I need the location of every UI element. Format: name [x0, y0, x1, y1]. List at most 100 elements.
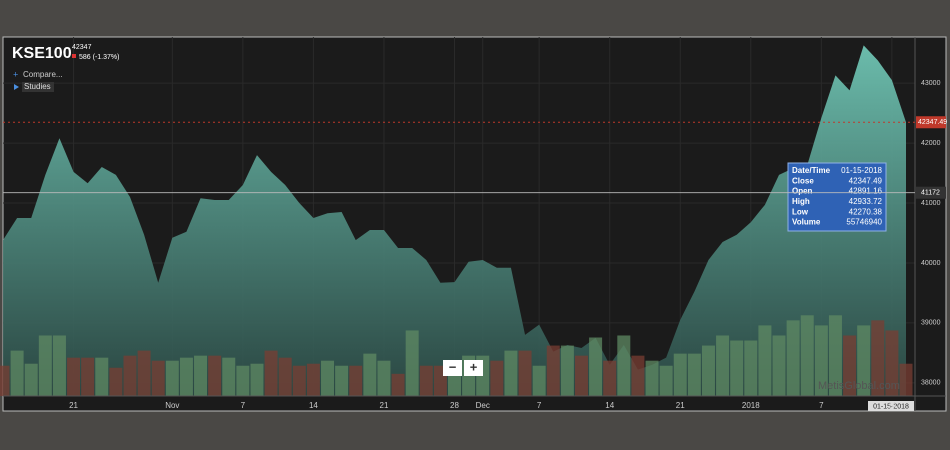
- studies-icon[interactable]: [14, 84, 19, 90]
- studies-button[interactable]: Studies: [24, 82, 51, 91]
- volume-bar: [151, 360, 165, 396]
- tooltip-value: 42270.38: [849, 207, 883, 216]
- tooltip: Date/Time 01-15-2018 Close 42347.49 Open 4289…: [787, 162, 887, 232]
- volume-bar: [828, 315, 842, 396]
- volume-bar: [377, 360, 391, 396]
- change-icon: [72, 54, 76, 58]
- date-tag: 01-15-2018: [873, 403, 909, 410]
- volume-bar: [589, 337, 603, 396]
- volume-bar: [165, 360, 179, 396]
- tooltip-label: High: [792, 197, 810, 206]
- volume-bar: [490, 360, 504, 396]
- volume-bar: [716, 335, 730, 396]
- volume-bar: [659, 365, 673, 396]
- x-tick-label: 14: [605, 401, 614, 410]
- volume-bar: [518, 350, 532, 396]
- zoom-out-label[interactable]: −: [449, 359, 457, 374]
- zoom-out-button[interactable]: [443, 360, 462, 376]
- tooltip-label: Close: [792, 176, 814, 185]
- volume-bar: [603, 360, 617, 396]
- x-tick-label: 7: [819, 401, 824, 410]
- volume-bar: [137, 350, 151, 396]
- x-tick-label: 2018: [742, 401, 760, 410]
- volume-bar: [786, 320, 800, 396]
- volume-bar: [546, 345, 560, 396]
- crosshair-tag: 41172: [921, 190, 940, 197]
- compare-icon[interactable]: +: [13, 69, 18, 79]
- y-tick-label: 40000: [921, 260, 941, 267]
- volume-bar: [363, 353, 377, 396]
- tooltip-label: Open: [792, 187, 813, 196]
- volume-bar: [236, 365, 250, 396]
- zoom-in-button[interactable]: [464, 360, 483, 376]
- zoom-in-label[interactable]: +: [470, 359, 478, 374]
- x-tick-label: 28: [450, 401, 459, 410]
- volume-bar: [701, 345, 715, 396]
- tooltip-value: 42347.49: [849, 176, 883, 185]
- volume-bar: [744, 340, 758, 396]
- tooltip-value: 01-15-2018: [841, 166, 882, 175]
- volume-bar: [24, 363, 38, 396]
- volume-bar: [419, 365, 433, 396]
- volume-bar: [81, 357, 95, 396]
- tooltip-value: 42933.72: [849, 197, 883, 206]
- y-tick-label: 39000: [921, 320, 941, 327]
- volume-bar: [800, 315, 814, 396]
- last-price-tag-bg: [916, 116, 946, 129]
- volume-bar: [405, 330, 419, 396]
- compare-button[interactable]: Compare...: [23, 70, 63, 79]
- tooltip-label: Date/Time: [792, 166, 831, 175]
- volume-bar: [306, 363, 320, 396]
- y-tick-label: 38000: [921, 380, 941, 387]
- tooltip-box: [787, 162, 887, 232]
- x-tick-label: 14: [887, 401, 896, 410]
- volume-bar: [885, 330, 899, 396]
- volume-bar: [95, 357, 109, 396]
- volume-bar: [391, 373, 405, 396]
- volume-bar: [52, 335, 66, 396]
- date-tag-bg: [868, 401, 914, 411]
- studies-bg[interactable]: [22, 82, 54, 92]
- price-change: 586 (-1.37%): [79, 54, 119, 61]
- volume-bar: [38, 335, 52, 396]
- price-area: [3, 45, 906, 396]
- plot-area: [0, 37, 915, 396]
- x-tick-label: 7: [241, 401, 246, 410]
- volume-bar: [730, 340, 744, 396]
- x-tick-label: Nov: [165, 401, 179, 410]
- last-price-tag: 42347.49: [918, 119, 947, 126]
- volume-bar: [250, 363, 264, 396]
- volume-bar: [278, 357, 292, 396]
- volume-bar: [335, 365, 349, 396]
- x-tick-label: Dec: [476, 401, 490, 410]
- volume-bar: [10, 350, 24, 396]
- volume-bar: [264, 350, 278, 396]
- volume-bar: [532, 365, 546, 396]
- tooltip-value: 55746940: [846, 218, 882, 227]
- x-tick-label: 7: [537, 401, 542, 410]
- volume-bar: [673, 353, 687, 396]
- volume-bar: [617, 335, 631, 396]
- volume-bar: [758, 325, 772, 396]
- tooltip-label: Volume: [792, 218, 821, 227]
- volume-bar: [321, 360, 335, 396]
- volume-bar: [857, 325, 871, 396]
- y-tick-label: 43000: [921, 80, 941, 87]
- crosshair-tag-bg: [916, 186, 946, 199]
- volume-bar: [504, 350, 518, 396]
- volume-bar: [194, 355, 208, 396]
- chart-title: KSE100: [12, 45, 72, 62]
- volume-bar: [814, 325, 828, 396]
- volume-bar: [67, 357, 81, 396]
- volume-bar: [222, 357, 236, 396]
- volume-bar: [899, 363, 913, 396]
- x-tick-label: 21: [380, 401, 389, 410]
- volume-bar: [0, 365, 10, 396]
- volume-bar: [645, 360, 659, 396]
- watermark: MetisGlobal.com: [818, 380, 900, 392]
- volume-bar: [349, 365, 363, 396]
- volume-bar: [843, 335, 857, 396]
- y-tick-label: 41000: [921, 200, 941, 207]
